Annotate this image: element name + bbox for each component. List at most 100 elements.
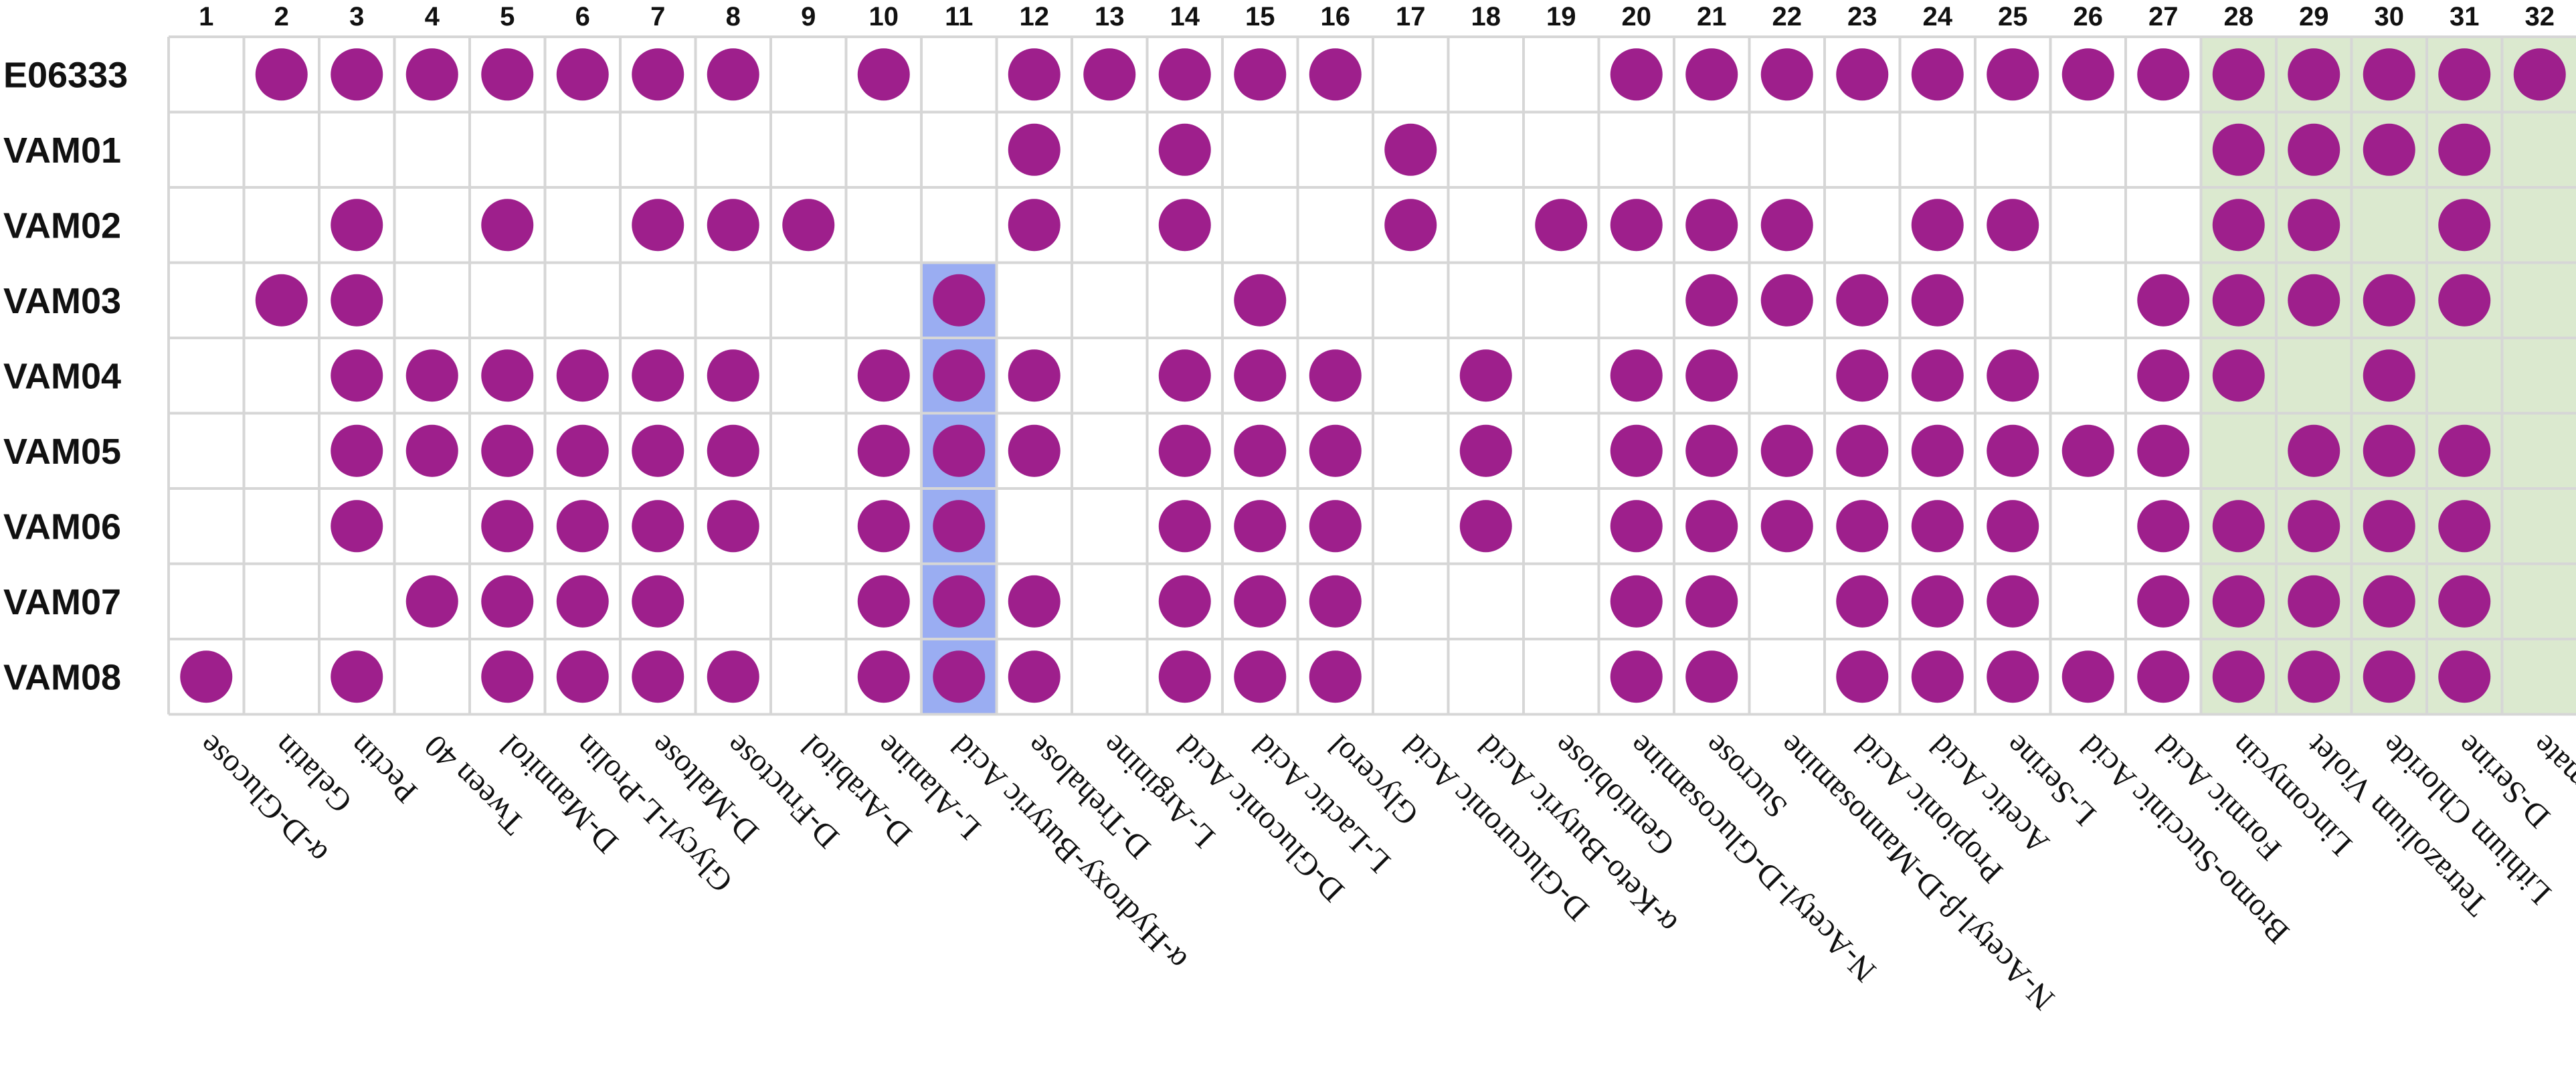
dot-vam07-col-10 [857,575,910,628]
dot-vam07-col-15 [1234,575,1287,628]
strain-label-vam03: VAM03 [3,281,121,321]
dot-vam02-col-14 [1158,199,1211,252]
dot-vam04-col-27 [2137,349,2190,402]
dot-vam07-col-5 [481,575,534,628]
column-number-16: 16 [1321,2,1351,31]
dot-vam05-col-21 [1685,424,1738,477]
dot-e06333-col-26 [2061,48,2114,101]
dot-vam04-col-16 [1309,349,1362,402]
dot-vam05-col-29 [2288,424,2340,477]
dot-vam02-col-12 [1008,199,1061,252]
column-number-31: 31 [2450,2,2480,31]
dot-vam07-col-11 [933,575,986,628]
column-number-27: 27 [2148,2,2179,31]
positive-result-dots [180,48,2566,703]
dot-vam07-col-7 [632,575,684,628]
dot-vam06-col-8 [707,500,759,553]
dot-vam05-col-3 [331,424,383,477]
dot-vam04-col-12 [1008,349,1061,402]
dot-e06333-col-4 [405,48,458,101]
dot-e06333-col-21 [1685,48,1738,101]
strain-label-e06333: E06333 [3,55,128,95]
dot-vam05-col-11 [933,424,986,477]
dot-vam06-col-14 [1158,500,1211,553]
dot-vam03-col-23 [1836,274,1889,327]
dot-e06333-col-24 [1911,48,1964,101]
dot-e06333-col-6 [556,48,609,101]
strain-labels: E06333 VAM01 VAM02 VAM03 VAM04 VAM05 VAM06 VAM0… [3,55,128,697]
dot-vam07-col-14 [1158,575,1211,628]
column-number-22: 22 [1772,2,1803,31]
column-number-30: 30 [2375,2,2405,31]
dot-vam08-col-25 [1987,650,2039,703]
column-number-2: 2 [274,2,289,31]
dot-vam06-col-10 [857,500,910,553]
dot-vam02-col-22 [1760,199,1813,252]
dot-vam05-col-27 [2137,424,2190,477]
dot-vam03-col-15 [1234,274,1287,327]
dot-vam07-col-25 [1987,575,2039,628]
column-number-18: 18 [1471,2,1501,31]
grid-lines [167,35,2576,716]
dot-vam07-col-30 [2363,575,2415,628]
dot-vam07-col-31 [2438,575,2491,628]
dot-vam08-col-3 [331,650,383,703]
dot-vam01-col-14 [1158,123,1211,176]
dot-vam03-col-29 [2288,274,2340,327]
dot-vam06-col-24 [1911,500,1964,553]
dot-vam08-col-7 [632,650,684,703]
strain-label-vam04: VAM04 [3,356,121,396]
dot-vam02-col-20 [1610,199,1663,252]
dot-e06333-col-10 [857,48,910,101]
dot-vam06-col-5 [481,500,534,553]
dot-vam08-col-31 [2438,650,2491,703]
dot-vam07-col-24 [1911,575,1964,628]
dot-vam07-col-27 [2137,575,2190,628]
dot-e06333-col-16 [1309,48,1362,101]
dot-vam02-col-8 [707,199,759,252]
dot-e06333-col-29 [2288,48,2340,101]
dot-vam04-col-4 [405,349,458,402]
dot-vam06-col-31 [2438,500,2491,553]
dot-vam03-col-24 [1911,274,1964,327]
dot-vam08-col-30 [2363,650,2415,703]
dot-vam05-col-26 [2061,424,2114,477]
strain-label-vam01: VAM01 [3,130,121,171]
dot-vam05-col-16 [1309,424,1362,477]
dot-vam01-col-30 [2363,123,2415,176]
dot-vam04-col-30 [2363,349,2415,402]
dot-vam08-col-26 [2061,650,2114,703]
dot-vam03-col-28 [2212,274,2265,327]
dot-vam07-col-21 [1685,575,1738,628]
strain-label-vam05: VAM05 [3,432,121,472]
dot-vam06-col-25 [1987,500,2039,553]
dot-vam05-col-10 [857,424,910,477]
column-number-10: 10 [869,2,899,31]
dot-e06333-col-25 [1987,48,2039,101]
dot-vam05-col-20 [1610,424,1663,477]
dot-e06333-col-23 [1836,48,1889,101]
dot-vam08-col-16 [1309,650,1362,703]
column-number-28: 28 [2224,2,2254,31]
dot-vam06-col-20 [1610,500,1663,553]
dot-vam02-col-21 [1685,199,1738,252]
dot-vam04-col-6 [556,349,609,402]
dot-e06333-col-5 [481,48,534,101]
dot-vam06-col-28 [2212,500,2265,553]
dot-vam08-col-11 [933,650,986,703]
column-number-26: 26 [2074,2,2104,31]
column-number-11: 11 [945,2,973,31]
dot-vam04-col-5 [481,349,534,402]
column-number-20: 20 [1622,2,1652,31]
dot-vam07-col-6 [556,575,609,628]
dot-vam06-col-3 [331,500,383,553]
dot-vam05-col-12 [1008,424,1061,477]
dot-vam04-col-14 [1158,349,1211,402]
dot-vam07-col-23 [1836,575,1889,628]
dot-vam06-col-21 [1685,500,1738,553]
dot-vam04-col-15 [1234,349,1287,402]
dot-vam04-col-11 [933,349,986,402]
dot-vam08-col-29 [2288,650,2340,703]
dot-e06333-col-31 [2438,48,2491,101]
